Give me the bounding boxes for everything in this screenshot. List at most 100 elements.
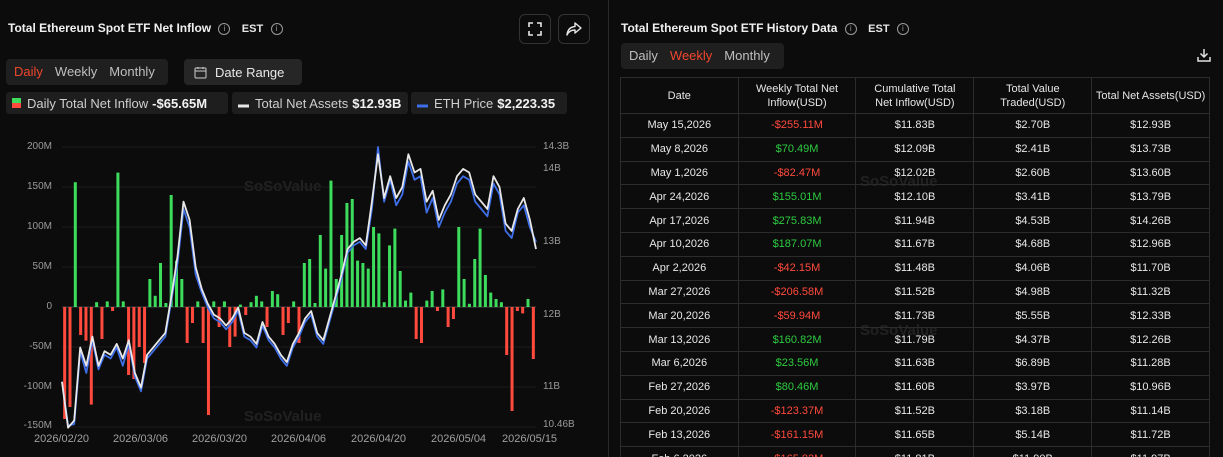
inflow-bar[interactable]: [425, 300, 429, 307]
inflow-bar[interactable]: [398, 271, 402, 307]
col-header-weekly-inflow[interactable]: Weekly Total Net Inflow(USD): [737, 77, 857, 114]
info-icon[interactable]: i: [896, 22, 909, 35]
inflow-bar[interactable]: [116, 172, 120, 307]
inflow-bar[interactable]: [111, 307, 115, 311]
inflow-bar[interactable]: [473, 259, 477, 307]
legend-net-assets[interactable]: Total Net Assets $12.93B: [232, 92, 408, 114]
inflow-bar[interactable]: [143, 307, 147, 363]
table-row[interactable]: Feb 6,2026-$165.82M$11.81B$11.90B$11.97B: [620, 446, 1210, 457]
inflow-bar[interactable]: [222, 301, 226, 307]
inflow-bar[interactable]: [95, 302, 99, 307]
table-row[interactable]: Feb 27,2026 $80.46M $11.60B $3.97B $10.96B: [620, 374, 1210, 400]
inflow-bar[interactable]: [329, 180, 333, 307]
inflow-bar[interactable]: [100, 307, 104, 339]
inflow-bar[interactable]: [313, 303, 317, 307]
inflow-bar[interactable]: [531, 307, 535, 359]
inflow-bar[interactable]: [462, 279, 466, 307]
share-button[interactable]: [558, 14, 590, 44]
inflow-bar[interactable]: [356, 260, 360, 307]
inflow-bar[interactable]: [89, 307, 93, 405]
table-row[interactable]: Mar 20,2026 -$59.94M $11.73B $5.55B $12.33B: [620, 303, 1210, 329]
inflow-bar[interactable]: [206, 307, 210, 415]
inflow-bar[interactable]: [505, 307, 509, 355]
info-icon[interactable]: i: [270, 22, 283, 35]
tab-daily[interactable]: Daily: [14, 64, 43, 79]
inflow-bar[interactable]: [494, 299, 498, 307]
inflow-bar[interactable]: [73, 182, 77, 307]
inflow-bar[interactable]: [105, 301, 109, 307]
inflow-bar[interactable]: [228, 307, 232, 347]
legend-daily-inflow[interactable]: Daily Total Net Inflow -$65.65M: [6, 92, 228, 114]
table-row[interactable]: May 8,2026 $70.49M $12.09B $2.41B $13.73B: [620, 136, 1210, 162]
inflow-bar[interactable]: [233, 307, 237, 337]
table-row[interactable]: May 15,2026 -$255.11M $11.83B $2.70B $12.93B: [620, 113, 1210, 138]
inflow-bar[interactable]: [159, 263, 163, 307]
inflow-bar[interactable]: [153, 295, 157, 307]
inflow-bar[interactable]: [372, 227, 376, 307]
inflow-bar[interactable]: [435, 307, 439, 311]
inflow-bar[interactable]: [393, 228, 397, 307]
inflow-bar[interactable]: [137, 307, 141, 347]
inflow-bar[interactable]: [404, 300, 408, 307]
inflow-bar[interactable]: [286, 307, 290, 323]
inflow-bar[interactable]: [489, 292, 493, 307]
inflow-bar[interactable]: [361, 263, 365, 307]
inflow-bar[interactable]: [499, 302, 503, 307]
inflow-bar[interactable]: [521, 307, 525, 314]
inflow-bar[interactable]: [265, 307, 269, 327]
inflow-bar[interactable]: [446, 307, 450, 327]
tab-weekly[interactable]: Weekly: [54, 64, 98, 79]
table-row[interactable]: Apr 17,2026 $275.83M $11.94B $4.53B $14.26B: [620, 208, 1210, 233]
tab-weekly[interactable]: Weekly: [669, 48, 713, 63]
tab-monthly[interactable]: Monthly: [109, 64, 155, 79]
inflow-bar[interactable]: [414, 307, 418, 339]
inflow-bar[interactable]: [196, 301, 200, 307]
inflow-bar[interactable]: [260, 301, 264, 307]
inflow-bar[interactable]: [185, 307, 189, 343]
inflow-bar[interactable]: [244, 307, 248, 315]
inflow-bar[interactable]: [457, 227, 461, 307]
table-row[interactable]: Apr 24,2026 $155.01M $12.10B $3.41B $13.79B: [620, 184, 1210, 210]
table-row[interactable]: Mar 13,2026 $160.82M $11.79B $4.37B $12.26B: [620, 327, 1210, 352]
info-icon[interactable]: i: [844, 22, 857, 35]
inflow-bar[interactable]: [270, 291, 274, 307]
inflow-bar[interactable]: [63, 307, 67, 419]
inflow-bar[interactable]: [324, 268, 328, 307]
inflow-bar[interactable]: [121, 301, 125, 307]
inflow-bar[interactable]: [292, 301, 296, 307]
tab-monthly[interactable]: Monthly: [724, 48, 770, 63]
inflow-bar[interactable]: [451, 307, 455, 319]
fullscreen-button[interactable]: [519, 14, 551, 44]
inflow-bar[interactable]: [388, 245, 392, 307]
inflow-bar[interactable]: [175, 260, 179, 307]
date-range-button[interactable]: Date Range: [184, 59, 302, 85]
inflow-bar[interactable]: [201, 307, 205, 343]
table-row[interactable]: Mar 27,2026 -$206.58M $11.52B $4.98B $11.32B: [620, 279, 1210, 305]
inflow-bar[interactable]: [254, 295, 258, 307]
inflow-bar[interactable]: [409, 292, 413, 307]
inflow-bar[interactable]: [169, 195, 173, 307]
inflow-bar[interactable]: [148, 279, 152, 307]
inflow-bar[interactable]: [212, 301, 216, 307]
inflow-bar[interactable]: [510, 307, 514, 411]
inflow-bar[interactable]: [483, 275, 487, 307]
inflow-bar[interactable]: [238, 304, 242, 307]
inflow-bar[interactable]: [281, 307, 285, 335]
inflow-bar[interactable]: [478, 228, 482, 307]
col-header-date[interactable]: Date: [620, 77, 739, 114]
inflow-bar[interactable]: [308, 259, 312, 307]
col-header-cumulative[interactable]: Cumulative Total Net Inflow(USD): [855, 77, 975, 114]
inflow-bar[interactable]: [132, 307, 136, 379]
col-header-net-assets[interactable]: Total Net Assets(USD): [1091, 77, 1210, 114]
inflow-bar[interactable]: [84, 307, 88, 341]
table-row[interactable]: Feb 13,2026 -$161.15M $11.65B $5.14B $11.72B: [620, 422, 1210, 448]
download-button[interactable]: [1196, 47, 1212, 68]
table-row[interactable]: Apr 2,2026 -$42.15M $11.48B $4.06B $11.70B: [620, 255, 1210, 281]
inflow-bar[interactable]: [515, 307, 519, 311]
inflow-bar[interactable]: [382, 302, 386, 307]
inflow-bar[interactable]: [467, 303, 471, 307]
inflow-bar[interactable]: [377, 233, 381, 307]
inflow-bar[interactable]: [297, 307, 301, 343]
inflow-bar[interactable]: [79, 307, 83, 335]
inflow-bar[interactable]: [526, 299, 530, 307]
